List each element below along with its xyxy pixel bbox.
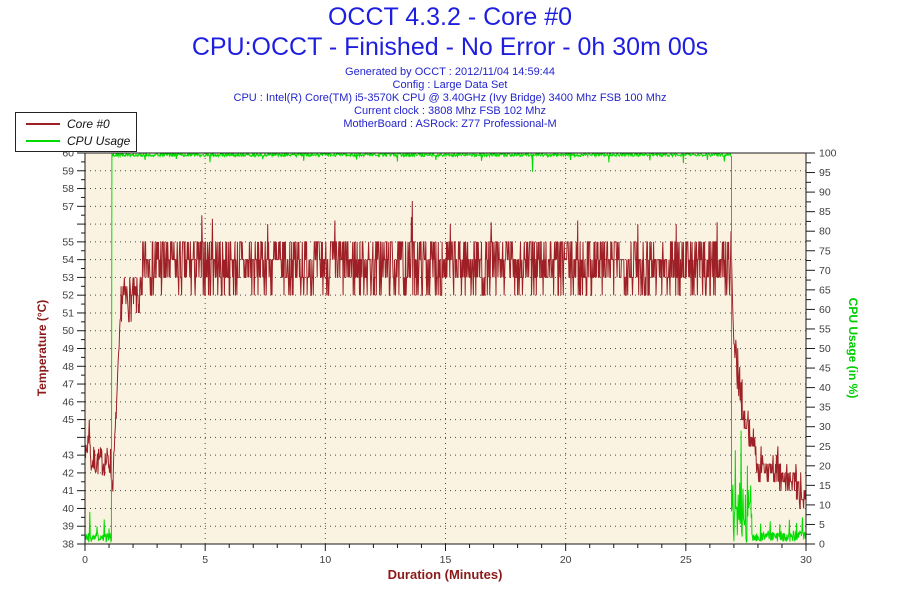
- y-right-tick-label: 100: [819, 148, 837, 160]
- y-left-tick-label: 40: [62, 503, 74, 515]
- y-right-tick-label: 65: [819, 284, 831, 296]
- info-line-clock: Current clock : 3808 Mhz FSB 102 Mhz: [354, 105, 546, 117]
- legend-item-core0: Core #0: [20, 115, 132, 132]
- plot-generated: 3839404142434546474849505152535455575859…: [62, 148, 836, 567]
- legend-label-cpu-usage: CPU Usage: [67, 133, 131, 148]
- y-right-tick-label: 90: [819, 187, 831, 199]
- y-left-tick-label: 60: [62, 148, 74, 160]
- y-left-tick-label: 51: [62, 307, 74, 319]
- y-right-tick-label: 50: [819, 343, 831, 355]
- y-left-tick-label: 41: [62, 485, 74, 497]
- x-tick-label: 10: [319, 554, 331, 566]
- y-right-tick-label: 55: [819, 323, 831, 335]
- x-tick-label: 5: [202, 554, 208, 566]
- chart-title: OCCT 4.3.2 - Core #0: [327, 3, 573, 31]
- x-tick-label: 0: [82, 554, 88, 566]
- y-axis-title-right: CPU Usage (in %): [846, 298, 860, 399]
- y-left-tick-label: 43: [62, 450, 74, 462]
- x-tick-label: 30: [800, 554, 812, 566]
- y-left-tick-label: 59: [62, 165, 74, 177]
- y-left-tick-label: 55: [62, 236, 74, 248]
- series-line-cpu-usage: [85, 153, 806, 544]
- y-left-tick-label: 49: [62, 343, 74, 355]
- system-info: Generated by OCCT : 2012/11/04 14:59:44 …: [0, 66, 900, 131]
- x-axis-title: Duration (Minutes): [388, 567, 503, 582]
- y-left-tick-label: 57: [62, 201, 74, 213]
- y-right-tick-label: 30: [819, 421, 831, 433]
- series-line-core-0: [85, 200, 806, 509]
- y-right-tick-label: 45: [819, 363, 831, 375]
- legend-item-cpu-usage: CPU Usage: [20, 132, 132, 149]
- y-left-tick-label: 53: [62, 272, 74, 284]
- cpu-usage-line-swatch: [26, 139, 60, 142]
- y-left-tick-label: 38: [62, 539, 74, 551]
- y-right-tick-label: 15: [819, 480, 831, 492]
- y-right-tick-label: 5: [819, 519, 825, 531]
- chart-subtitle: CPU:OCCT - Finished - No Error - 0h 30m …: [191, 33, 709, 61]
- y-right-tick-label: 70: [819, 265, 831, 277]
- y-left-tick-label: 39: [62, 521, 74, 533]
- y-right-tick-label: 80: [819, 226, 831, 238]
- y-right-tick-label: 75: [819, 245, 831, 257]
- y-right-tick-label: 25: [819, 441, 831, 453]
- y-left-tick-label: 46: [62, 396, 74, 408]
- y-right-tick-label: 20: [819, 460, 831, 472]
- legend-label-core0: Core #0: [67, 116, 110, 131]
- y-left-tick-label: 48: [62, 361, 74, 373]
- y-left-tick-label: 52: [62, 290, 74, 302]
- info-line-motherboard: MotherBoard : ASRock: Z77 Professional-M: [343, 118, 557, 130]
- core0-line-swatch: [26, 122, 60, 125]
- y-right-tick-label: 95: [819, 167, 831, 179]
- legend: Core #0 CPU Usage: [15, 112, 137, 152]
- y-right-tick-label: 0: [819, 539, 825, 551]
- y-right-tick-label: 40: [819, 382, 831, 394]
- y-right-tick-label: 85: [819, 206, 831, 218]
- y-right-tick-label: 60: [819, 304, 831, 316]
- y-left-tick-label: 42: [62, 467, 74, 479]
- header: OCCT 4.3.2 - Core #0 CPU:OCCT - Finished…: [0, 2, 900, 131]
- y-left-tick-label: 47: [62, 379, 74, 391]
- info-line-generated: Generated by OCCT : 2012/11/04 14:59:44: [345, 66, 555, 78]
- y-left-tick-label: 45: [62, 414, 74, 426]
- y-left-tick-label: 54: [62, 254, 74, 266]
- y-axis-title-left: Temperature (°C): [35, 300, 49, 397]
- x-tick-label: 15: [440, 554, 452, 566]
- info-line-config: Config : Large Data Set: [392, 79, 508, 91]
- x-tick-label: 25: [680, 554, 692, 566]
- info-line-cpu: CPU : Intel(R) Core(TM) i5-3570K CPU @ 3…: [233, 92, 667, 104]
- y-right-tick-label: 10: [819, 499, 831, 511]
- x-tick-label: 20: [560, 554, 572, 566]
- y-right-tick-label: 35: [819, 402, 831, 414]
- y-left-tick-label: 58: [62, 183, 74, 195]
- y-left-tick-label: 50: [62, 325, 74, 337]
